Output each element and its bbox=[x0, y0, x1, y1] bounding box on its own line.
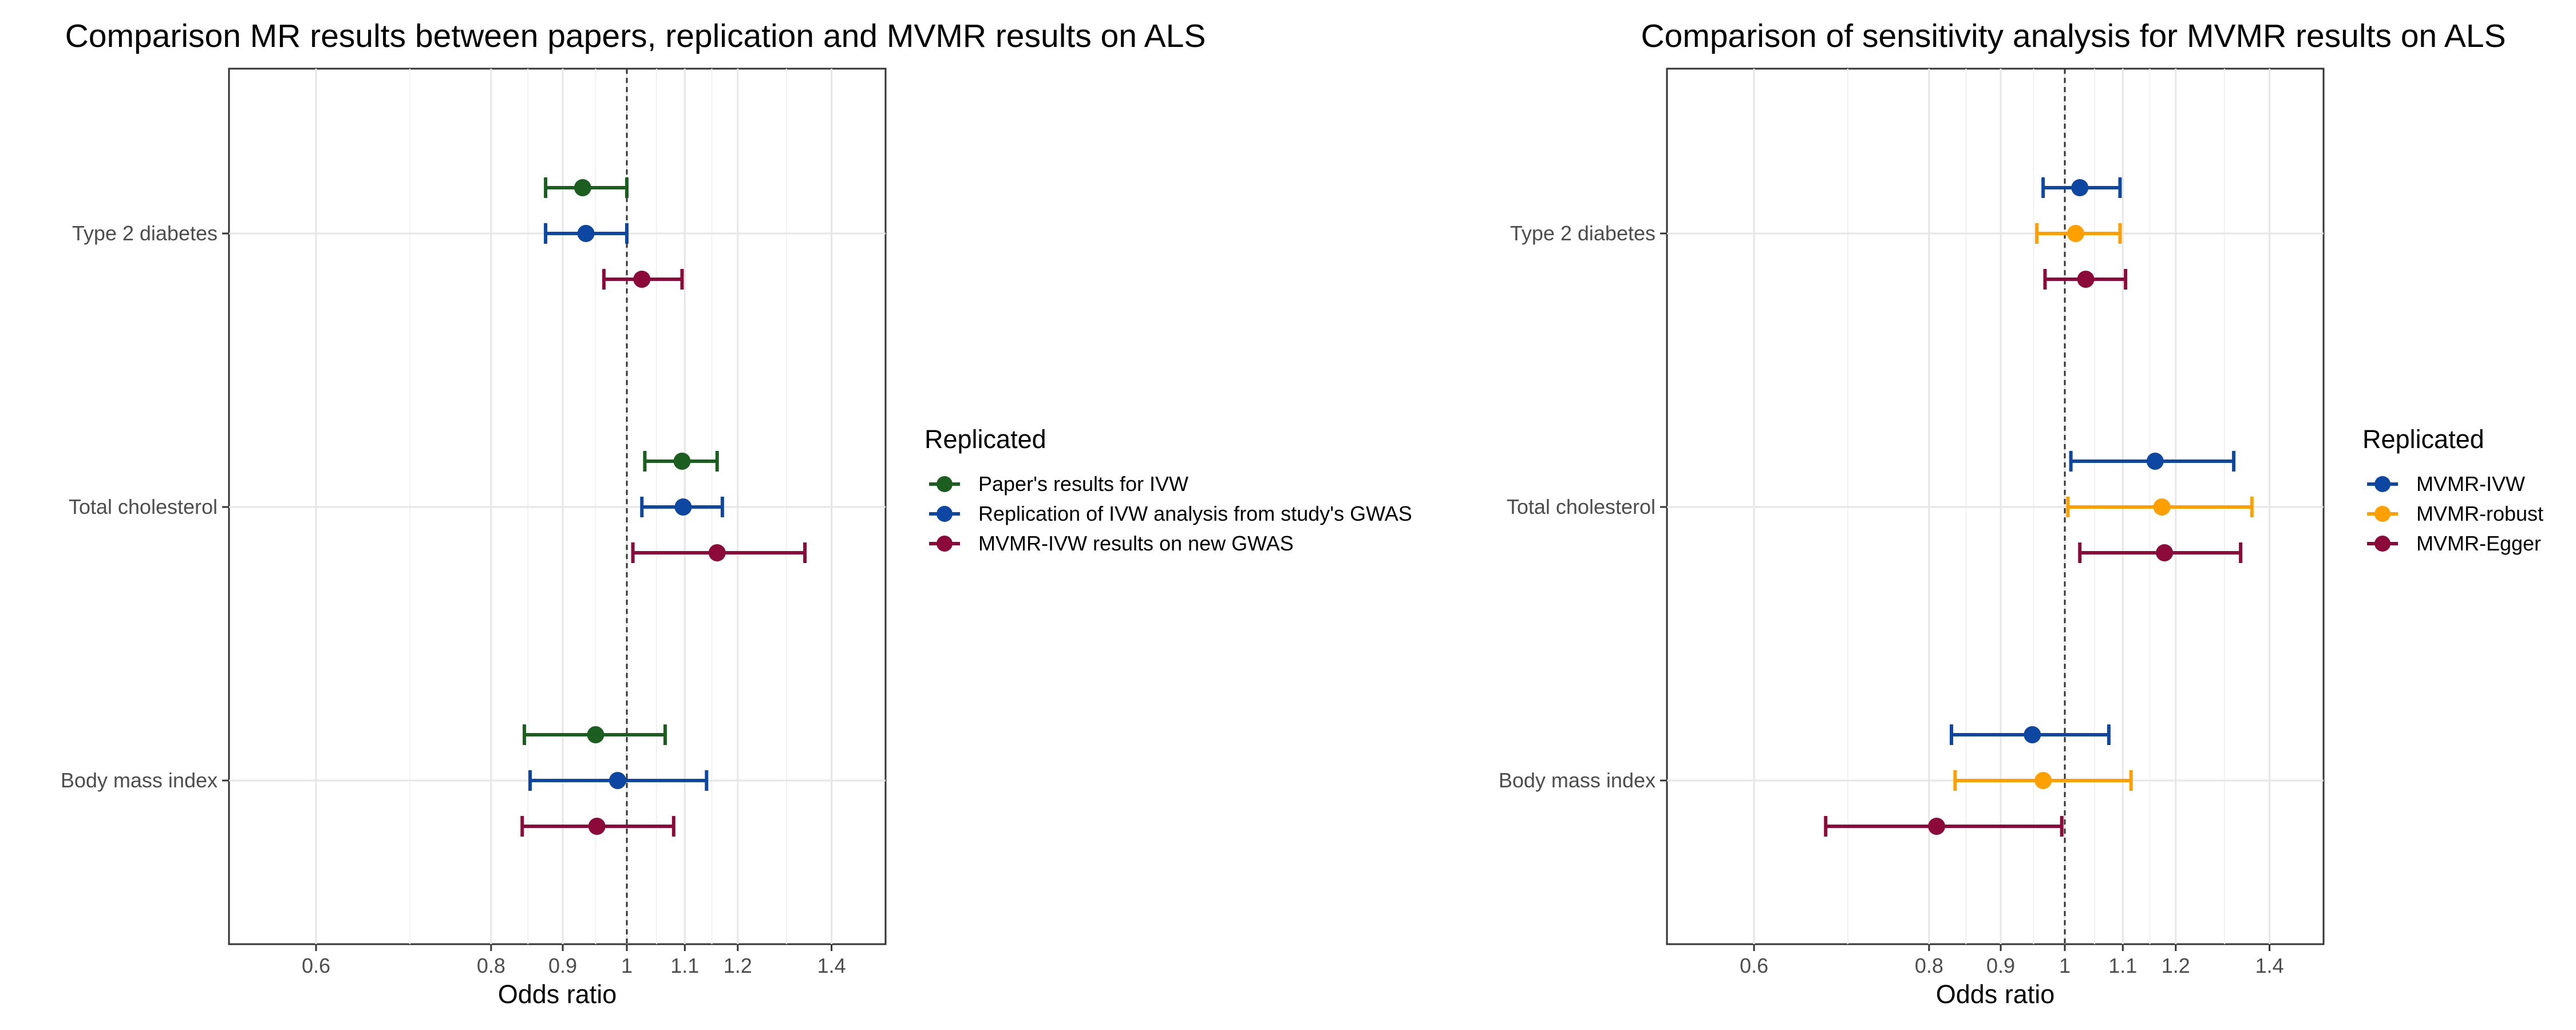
legend-label: MVMR-IVW results on new GWAS bbox=[978, 532, 1294, 555]
x-tick-label: 1.1 bbox=[670, 954, 699, 977]
x-tick-label: 0.6 bbox=[302, 954, 330, 977]
point-estimate bbox=[574, 179, 591, 196]
legend-key-dot bbox=[2374, 536, 2391, 552]
x-tick-label: 1.4 bbox=[817, 954, 846, 977]
legend-item: Paper's results for IVW bbox=[929, 472, 1188, 496]
ci-point bbox=[1949, 724, 2111, 745]
x-tick-label: 1.2 bbox=[2162, 954, 2190, 977]
data-marks bbox=[520, 177, 807, 837]
point-estimate bbox=[2067, 225, 2084, 242]
x-tick-label: 1 bbox=[621, 954, 633, 977]
y-tick-label: Type 2 diabetes bbox=[1510, 221, 1656, 245]
point-estimate bbox=[673, 453, 691, 470]
point-estimate bbox=[2034, 772, 2052, 789]
x-axis-label: Odds ratio bbox=[498, 980, 617, 1009]
legend-key-dot bbox=[937, 476, 953, 492]
legend-item: MVMR-Egger bbox=[2367, 532, 2541, 555]
legend-item: MVMR-robust bbox=[2367, 502, 2543, 525]
ci-point bbox=[544, 177, 629, 198]
panel-right: Comparison of sensitivity analysis for M… bbox=[1499, 18, 2543, 1009]
legend-label: Replication of IVW analysis from study's… bbox=[978, 502, 1412, 525]
point-estimate bbox=[2153, 498, 2171, 516]
ci-point bbox=[1824, 816, 2064, 837]
y-tick-label: Type 2 diabetes bbox=[72, 221, 218, 245]
y-tick-label: Body mass index bbox=[1499, 768, 1656, 792]
ci-point bbox=[2043, 269, 2128, 290]
ci-point bbox=[523, 724, 667, 745]
point-estimate bbox=[2146, 453, 2164, 470]
legend-label: Paper's results for IVW bbox=[978, 472, 1188, 496]
x-axis: 0.6 0.8 0.9 1 1.1 1.2 1.4 bbox=[1740, 944, 2284, 977]
y-tick-label: Body mass index bbox=[61, 768, 218, 792]
chart-title: Comparison of sensitivity analysis for M… bbox=[1641, 18, 2506, 54]
x-tick-label: 0.8 bbox=[1915, 954, 1943, 977]
x-tick-label: 0.9 bbox=[1986, 954, 2015, 977]
x-tick-label: 0.6 bbox=[1740, 954, 1768, 977]
ci-point bbox=[2041, 177, 2122, 198]
legend-item: MVMR-IVW bbox=[2367, 472, 2525, 496]
point-estimate bbox=[2071, 179, 2089, 196]
ci-point bbox=[2066, 497, 2254, 517]
x-tick-label: 1.1 bbox=[2108, 954, 2137, 977]
legend-label: MVMR-robust bbox=[2416, 502, 2543, 525]
y-axis: Type 2 diabetes Total cholesterol Body mas… bbox=[1499, 221, 1667, 792]
ci-point bbox=[602, 269, 684, 290]
ci-point bbox=[1953, 770, 2133, 791]
ci-point bbox=[2035, 223, 2122, 244]
ci-point bbox=[631, 542, 807, 563]
point-estimate bbox=[588, 818, 606, 835]
legend-key-dot bbox=[937, 536, 953, 552]
legend-key-dot bbox=[2374, 506, 2391, 522]
ci-point bbox=[2069, 451, 2236, 472]
legend-title: Replicated bbox=[2362, 425, 2484, 454]
ci-point bbox=[544, 223, 629, 244]
point-estimate bbox=[609, 772, 626, 789]
legend-title: Replicated bbox=[924, 425, 1046, 454]
ci-point bbox=[2078, 542, 2243, 563]
legend: Replicated Paper's results for IVW Replic… bbox=[924, 425, 1412, 555]
ci-point bbox=[520, 816, 675, 837]
point-estimate bbox=[2024, 726, 2041, 743]
panel-left: Comparison MR results between papers, re… bbox=[61, 18, 1412, 1009]
legend: Replicated MVMR-IVW MVMR-robust MVMR-Egger bbox=[2362, 425, 2543, 555]
point-estimate bbox=[587, 726, 605, 743]
ci-point bbox=[643, 451, 719, 472]
y-tick-label: Total cholesterol bbox=[1507, 495, 1656, 518]
point-estimate bbox=[633, 271, 651, 288]
legend-label: MVMR-Egger bbox=[2416, 532, 2541, 555]
point-estimate bbox=[1928, 818, 1946, 835]
x-tick-label: 1 bbox=[2059, 954, 2071, 977]
x-tick-label: 0.8 bbox=[477, 954, 505, 977]
legend-item: MVMR-IVW results on new GWAS bbox=[929, 532, 1294, 555]
x-tick-label: 1.4 bbox=[2255, 954, 2284, 977]
x-tick-label: 1.2 bbox=[724, 954, 752, 977]
y-axis: Type 2 diabetes Total cholesterol Body mas… bbox=[61, 221, 229, 792]
point-estimate bbox=[2156, 544, 2174, 561]
ci-point bbox=[640, 497, 724, 517]
x-axis-label: Odds ratio bbox=[1936, 980, 2055, 1009]
point-estimate bbox=[674, 498, 692, 516]
gridlines bbox=[229, 69, 886, 944]
point-estimate bbox=[708, 544, 726, 561]
legend-label: MVMR-IVW bbox=[2416, 472, 2525, 496]
data-marks bbox=[1824, 177, 2254, 837]
ci-point bbox=[528, 770, 709, 791]
point-estimate bbox=[2077, 271, 2095, 288]
legend-item: Replication of IVW analysis from study's… bbox=[929, 502, 1412, 525]
x-tick-label: 0.9 bbox=[548, 954, 577, 977]
point-estimate bbox=[577, 225, 595, 242]
x-axis: 0.6 0.8 0.9 1 1.1 1.2 1.4 bbox=[302, 944, 846, 977]
chart-title: Comparison MR results between papers, re… bbox=[65, 18, 1206, 54]
legend-key-dot bbox=[2374, 476, 2391, 492]
legend-key-dot bbox=[937, 506, 953, 522]
y-tick-label: Total cholesterol bbox=[69, 495, 218, 518]
